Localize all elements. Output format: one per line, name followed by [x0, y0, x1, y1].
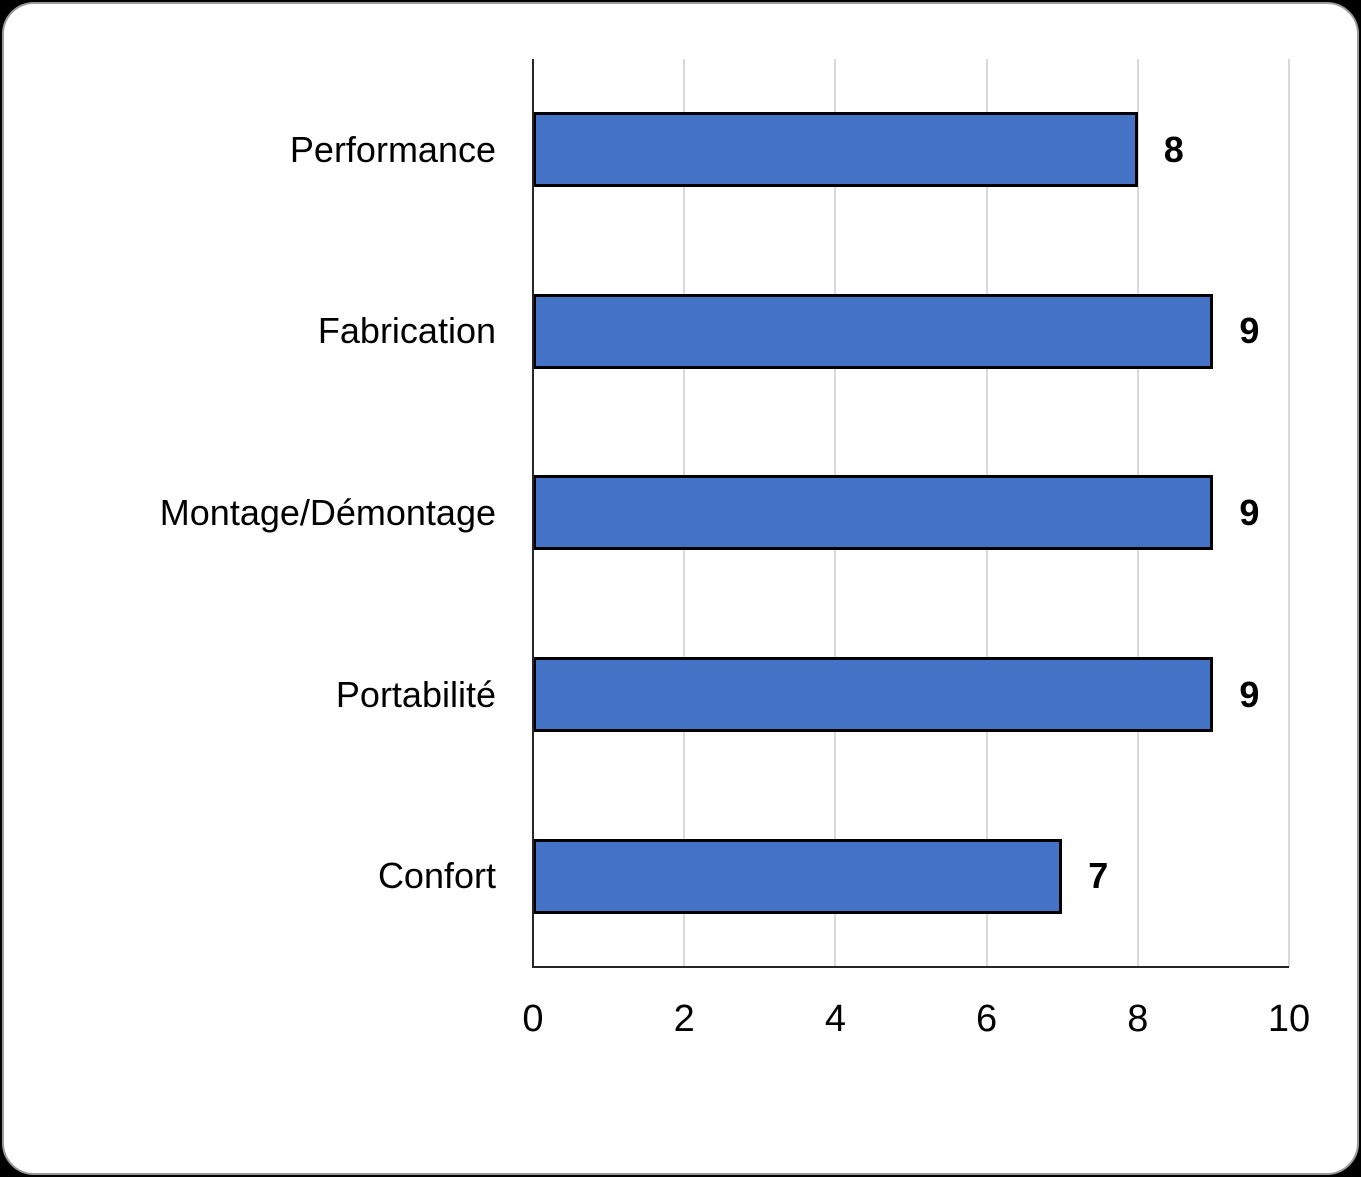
bar — [533, 112, 1138, 188]
bar — [533, 838, 1063, 914]
bar — [533, 293, 1214, 369]
x-axis-tick-label-8: 8 — [1127, 998, 1149, 1040]
x-axis-tick-label-10: 10 — [1267, 998, 1311, 1040]
category-label: Fabrication — [317, 310, 496, 352]
bar-value-label: 9 — [1239, 673, 1260, 715]
x-axis-tick-label-2: 2 — [673, 998, 695, 1040]
category-label: Performance — [289, 128, 496, 170]
bar-value-label: 9 — [1239, 491, 1260, 533]
bar-value-label: 8 — [1163, 128, 1184, 170]
bar — [533, 475, 1214, 551]
category-label: Montage/Démontage — [159, 491, 496, 533]
x-axis-tick-label-6: 6 — [976, 998, 998, 1040]
x-axis-tick-label-0: 0 — [522, 998, 544, 1040]
category-label: Portabilité — [335, 673, 496, 715]
bar-band: 9 — [533, 422, 1289, 604]
x-axis-tick-label-4: 4 — [824, 998, 846, 1040]
category-axis-labels: Performance Fabrication Montage/Démontage P… — [34, 59, 496, 967]
category-label: Confort — [377, 855, 496, 897]
bar-band: 9 — [533, 604, 1289, 786]
bar-value-label: 9 — [1239, 310, 1260, 352]
value-axis-labels: 0 2 4 6 8 10 — [522, 998, 1310, 1050]
y-axis-line — [532, 59, 534, 967]
bar — [533, 657, 1214, 733]
bar-band: 8 — [533, 59, 1289, 241]
gridline-10 — [1288, 59, 1290, 967]
bar-value-label: 7 — [1088, 855, 1109, 897]
bar-band: 9 — [533, 241, 1289, 423]
bars-container: 8 9 9 9 7 — [533, 59, 1289, 967]
bar-band: 7 — [533, 785, 1289, 967]
plot-area: 8 9 9 9 7 — [532, 59, 1290, 968]
x-axis-line — [532, 966, 1289, 968]
